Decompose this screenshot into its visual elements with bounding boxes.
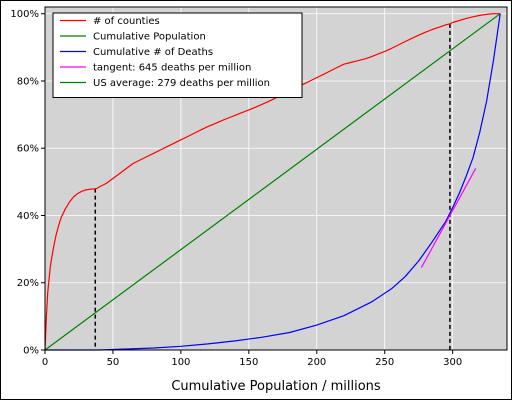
y-tick-label: 100% xyxy=(10,9,39,20)
legend-box xyxy=(52,12,303,98)
series-line xyxy=(44,13,501,351)
y-tick-label: 60% xyxy=(17,144,39,155)
legend-label: tangent: 645 deaths per million xyxy=(93,63,251,74)
plot-frame xyxy=(44,6,508,351)
x-axis-label: Cumulative Population / millions xyxy=(171,379,381,394)
reference-lines xyxy=(94,23,451,350)
legend: # of counties Cumulative Population Cumula… xyxy=(52,12,303,98)
legend-label: Cumulative # of Deaths xyxy=(93,47,213,58)
series-line xyxy=(45,13,501,351)
x-tick-label: 0 xyxy=(42,357,48,368)
legend-label: Cumulative Population xyxy=(93,32,206,43)
series-line xyxy=(44,13,501,351)
x-tick-label: 150 xyxy=(239,357,258,368)
x-tick-label: 200 xyxy=(307,357,326,368)
axis-ticks: 0 50 100 150 200 250 300 0% 20% 40% 60% 80% 100% xyxy=(10,9,462,368)
legend-label: # of counties xyxy=(93,16,160,27)
y-tick-label: 80% xyxy=(17,76,39,87)
x-tick-label: 300 xyxy=(443,357,462,368)
series-line xyxy=(420,168,477,268)
y-tick-label: 0% xyxy=(23,346,39,357)
x-tick-label: 50 xyxy=(107,357,120,368)
y-tick-label: 40% xyxy=(17,211,39,222)
legend-label: US average: 279 deaths per million xyxy=(93,78,270,89)
x-tick-label: 250 xyxy=(375,357,394,368)
y-tick-label: 20% xyxy=(17,278,39,289)
x-tick-label: 100 xyxy=(171,357,190,368)
series-lines xyxy=(44,13,501,351)
